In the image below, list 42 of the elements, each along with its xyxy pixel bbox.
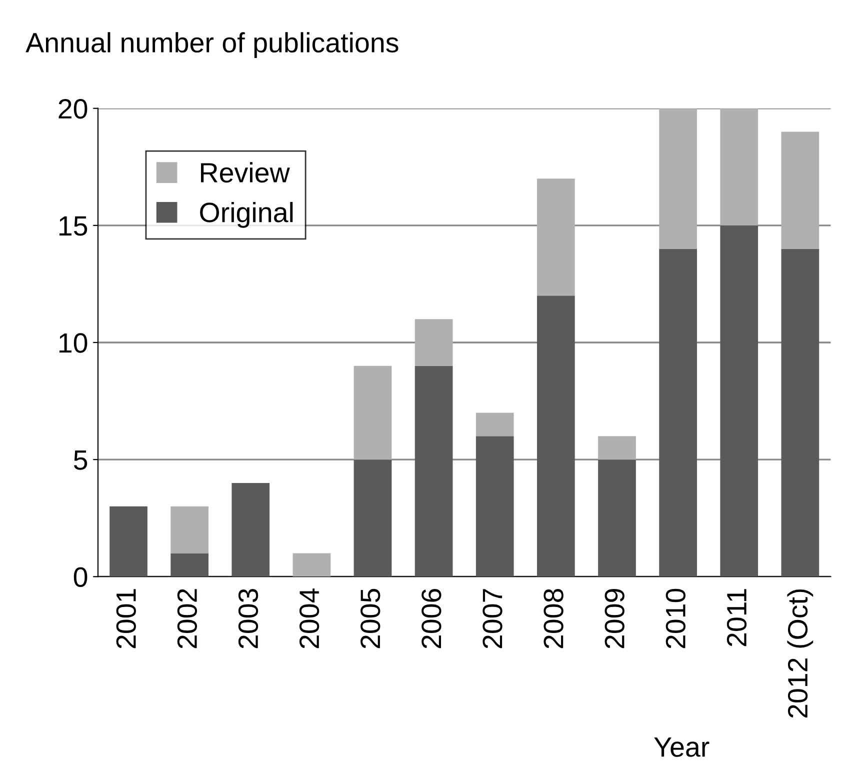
bar <box>170 506 208 554</box>
bar <box>659 108 697 249</box>
y-tick-label: 0 <box>74 567 88 587</box>
y-tick-label: 15 <box>59 216 88 236</box>
bar <box>720 108 758 226</box>
bar <box>170 553 208 577</box>
bar <box>781 132 820 249</box>
bar <box>598 436 636 460</box>
bar <box>354 366 392 460</box>
bar <box>232 482 270 577</box>
bar <box>110 506 148 577</box>
x-tick-label: 2012 (Oct) <box>787 589 814 718</box>
x-tick-label: 2009 <box>604 589 624 648</box>
x-tick-label: 2010 <box>666 588 686 648</box>
x-tick-label: 2008 <box>544 588 564 648</box>
x-tick-label: 2007 <box>482 589 502 648</box>
bar <box>659 248 697 577</box>
bar <box>720 225 758 577</box>
bar <box>414 366 453 577</box>
bar <box>292 553 331 577</box>
y-tick-label: 20 <box>58 99 88 119</box>
y-tick-label: 10 <box>59 333 88 353</box>
x-tick-label: 2004 <box>299 588 320 648</box>
x-tick-label: 2011 <box>726 589 747 646</box>
bar <box>781 248 820 577</box>
bar <box>537 296 575 577</box>
bar <box>476 436 514 577</box>
legend-label: Original <box>200 202 293 228</box>
y-tick-label: 5 <box>74 450 88 470</box>
x-tick-label: 2001 <box>116 589 136 648</box>
bar <box>414 319 453 366</box>
x-tick-label: 2005 <box>360 588 380 648</box>
bar <box>537 178 575 296</box>
x-axis-title: Year <box>654 738 710 757</box>
bar <box>354 460 392 577</box>
x-tick-label: 2003 <box>238 588 258 648</box>
bar <box>598 460 636 577</box>
y-axis-title: Annual number of publications <box>26 32 398 58</box>
x-tick-label: 2006 <box>422 588 442 648</box>
legend-label: Review <box>201 162 290 183</box>
x-tick-label: 2002 <box>177 589 198 648</box>
bar <box>476 412 514 436</box>
